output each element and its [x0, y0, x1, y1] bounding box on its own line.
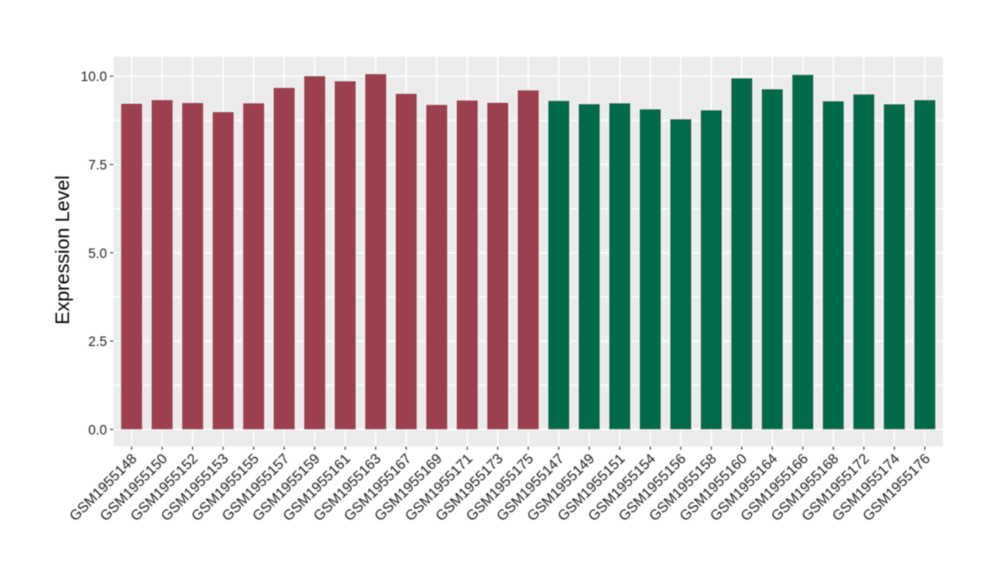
svg-text:7.5: 7.5	[88, 158, 107, 173]
svg-text:5.0: 5.0	[88, 246, 107, 261]
svg-text:0.0: 0.0	[88, 422, 107, 437]
svg-text:10.0: 10.0	[81, 69, 107, 84]
svg-text:2.5: 2.5	[88, 334, 107, 349]
svg-text:Expression Level: Expression Level	[52, 175, 74, 324]
